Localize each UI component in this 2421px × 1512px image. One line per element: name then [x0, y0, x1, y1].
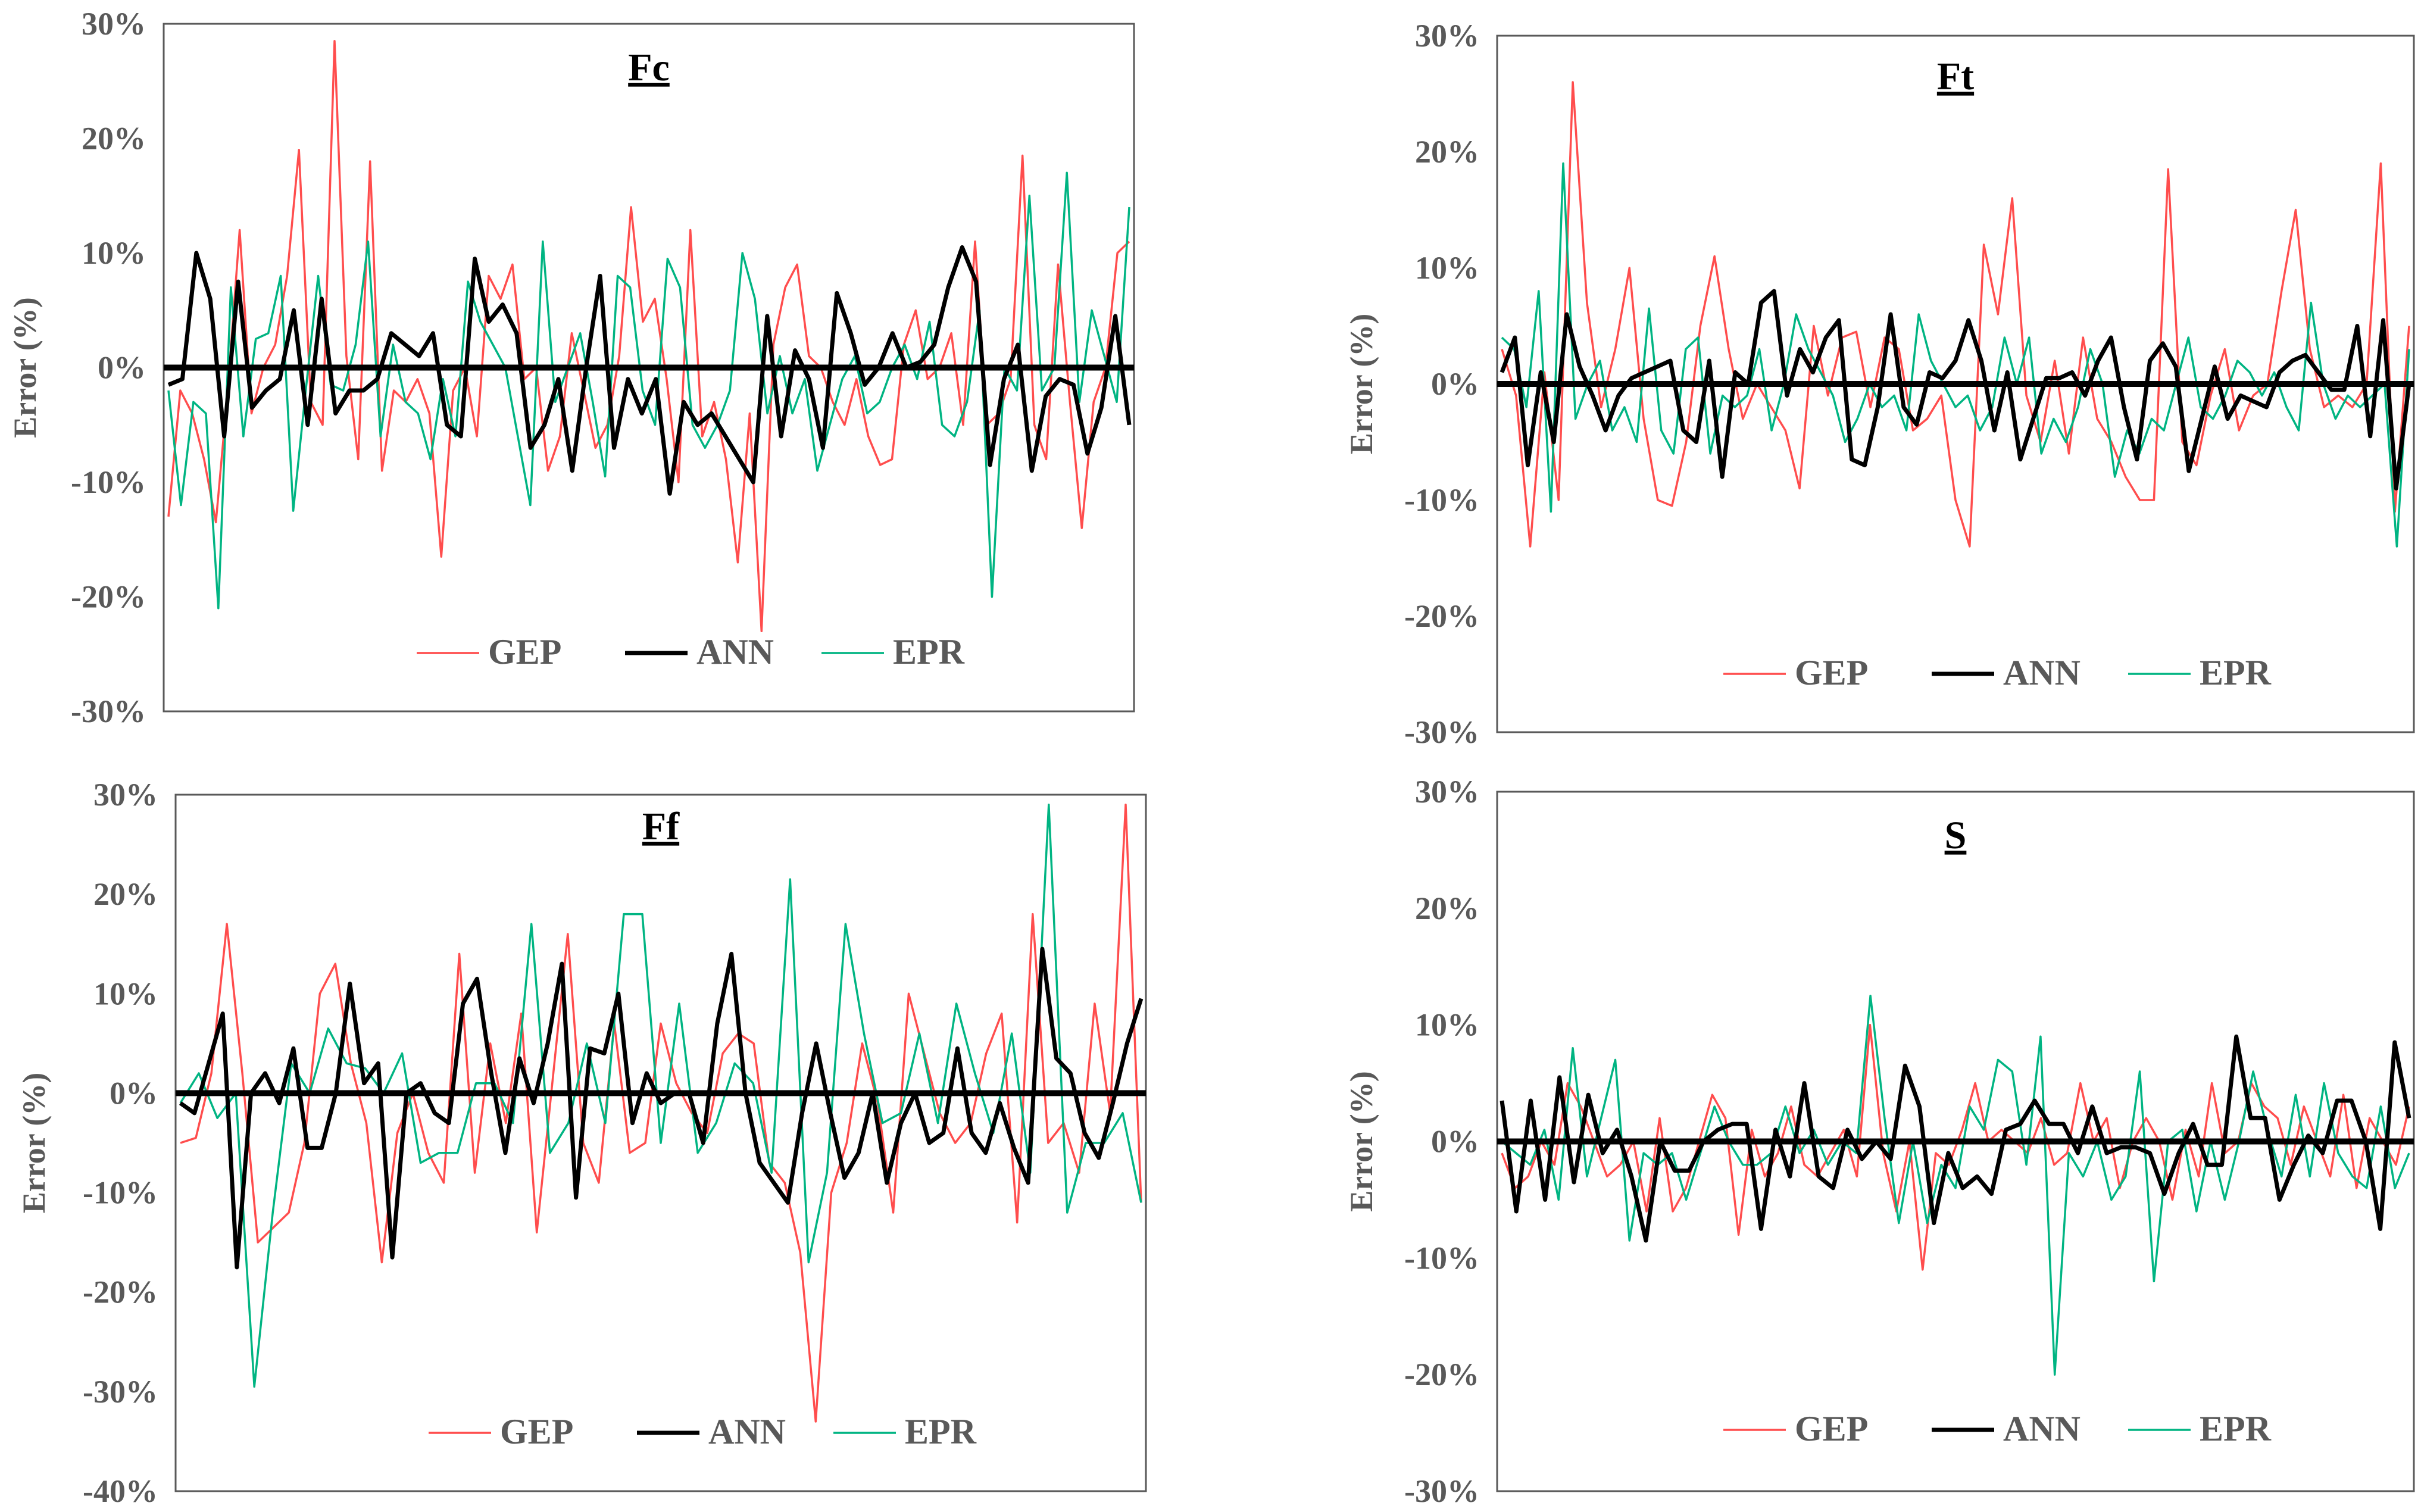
chart-fc: -30% -20% -10% 0% 10% 20% 30% Error (%) Fc GEP ANN… — [7, 6, 1135, 729]
ft-legend-label-epr: EPR — [2200, 653, 2272, 692]
s-legend-label-gep: GEP — [1795, 1409, 1868, 1448]
ft-ytick-label: -20% — [1404, 598, 1479, 634]
ft-ytick-label: -30% — [1404, 714, 1479, 750]
ft-series-gep-line — [1501, 81, 2410, 548]
s-ytick-label: 0% — [1431, 1124, 1479, 1160]
fc-legend-label-gep: GEP — [488, 632, 561, 671]
ff-series-gep-line — [180, 803, 1142, 1423]
s-y-axis-label: Error (%) — [1344, 1071, 1379, 1211]
ff-legend-label-gep: GEP — [500, 1412, 573, 1451]
fc-legend-label-ann: ANN — [696, 632, 774, 671]
s-ytick-label: -30% — [1404, 1473, 1479, 1509]
s-ytick-label: 10% — [1415, 1007, 1479, 1043]
chart-ft: -30% -20% -10% 0% 10% 20% 30% Error (%) Ft GEP ANN… — [1344, 18, 2415, 750]
ft-legend-label-ann: ANN — [2003, 653, 2081, 692]
s-ytick-label: 30% — [1415, 774, 1479, 810]
ff-ytick-label: -40% — [83, 1473, 158, 1509]
s-chart-title: S — [1945, 814, 1967, 857]
ft-ytick-label: 20% — [1415, 134, 1479, 170]
chart-s: -30% -20% -10% 0% 10% 20% 30% Error (%) S GEP ANN E… — [1344, 774, 2415, 1509]
ff-ytick-label: 0% — [110, 1075, 158, 1111]
ff-ytick-label: -30% — [83, 1374, 158, 1410]
ft-ytick-label: 0% — [1431, 366, 1479, 402]
chart-ff: -40% -30% -20% -10% 0% 10% 20% 30% Error (%) Ff GE… — [16, 777, 1147, 1509]
s-ytick-label: -10% — [1404, 1240, 1479, 1276]
fc-legend-label-epr: EPR — [893, 632, 965, 671]
ff-legend-label-ann: ANN — [708, 1412, 786, 1451]
fc-ytick-label: 20% — [82, 121, 146, 157]
ft-ytick-label: -10% — [1404, 482, 1479, 518]
ff-ytick-label: -10% — [83, 1175, 158, 1211]
ff-ytick-label: 10% — [93, 976, 158, 1011]
ft-series-ann-line — [1500, 289, 2411, 491]
fc-ytick-label: -20% — [71, 579, 146, 615]
ft-legend-label-gep: GEP — [1795, 653, 1868, 692]
fc-ytick-label: -10% — [71, 464, 146, 500]
fc-ytick-label: -30% — [71, 693, 146, 729]
ff-ytick-label: 30% — [93, 777, 158, 813]
ft-ytick-label: 10% — [1415, 250, 1479, 286]
ff-chart-title: Ff — [642, 805, 680, 848]
ft-chart-title: Ft — [1937, 55, 1974, 98]
fc-series-gep-line — [167, 40, 1130, 633]
fc-ytick-label: 0% — [98, 350, 146, 386]
s-ytick-label: -20% — [1404, 1357, 1479, 1392]
fc-y-axis-label: Error (%) — [7, 297, 43, 438]
ft-series-epr-line — [1501, 162, 2410, 548]
ff-y-axis-label: Error (%) — [16, 1073, 52, 1213]
s-ytick-label: 20% — [1415, 891, 1479, 926]
s-legend-label-ann: ANN — [2003, 1409, 2081, 1448]
s-legend-label-epr: EPR — [2200, 1409, 2272, 1448]
s-series-epr-line — [1501, 994, 2410, 1376]
fc-ytick-label: 10% — [82, 235, 146, 271]
s-series-ann-line — [1500, 1034, 2411, 1243]
fc-ytick-label: 30% — [82, 6, 146, 42]
ff-ytick-label: -20% — [83, 1274, 158, 1310]
ff-series-ann-line — [179, 946, 1144, 1270]
ff-plot-frame — [174, 794, 1147, 1492]
fc-series-ann-line — [167, 245, 1132, 496]
fc-chart-title: Fc — [628, 46, 670, 89]
ff-ytick-label: 20% — [93, 876, 158, 912]
ff-legend-label-epr: EPR — [905, 1412, 977, 1451]
ft-ytick-label: 30% — [1415, 18, 1479, 54]
ft-y-axis-label: Error (%) — [1344, 314, 1379, 454]
